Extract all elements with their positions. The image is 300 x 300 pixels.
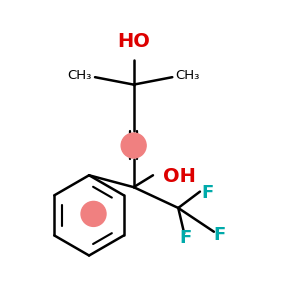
Text: HO: HO (117, 32, 150, 51)
Text: F: F (179, 229, 192, 247)
Circle shape (121, 133, 146, 158)
Text: CH₃: CH₃ (68, 69, 92, 82)
Text: CH₃: CH₃ (175, 69, 200, 82)
Text: OH: OH (164, 167, 196, 186)
Text: F: F (202, 184, 214, 202)
Circle shape (81, 201, 106, 226)
Text: F: F (214, 226, 226, 244)
